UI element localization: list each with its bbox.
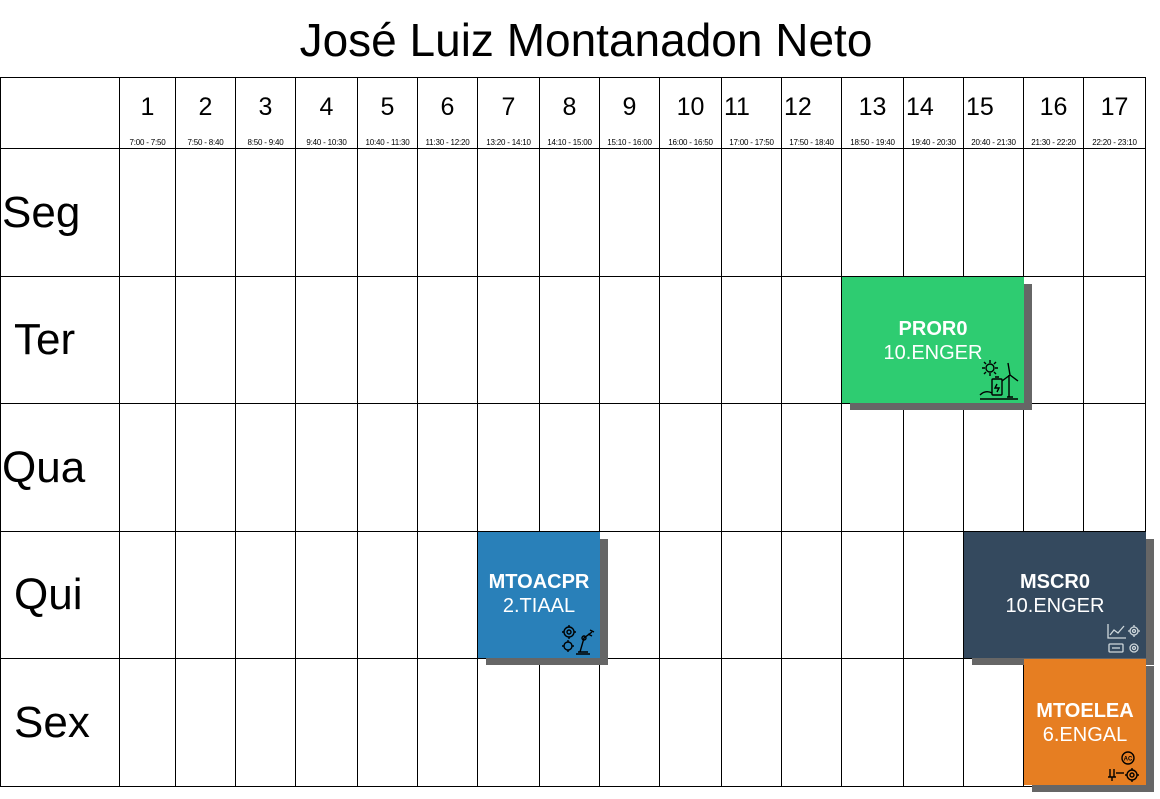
period-number: 9 — [622, 93, 637, 121]
grid-vertical-line — [781, 77, 782, 787]
period-header-12: 12 17:50 - 18:40 — [782, 78, 841, 148]
day-label-qua: Qua — [2, 443, 86, 492]
grid-vertical-line — [599, 77, 600, 787]
period-number: 6 — [440, 93, 455, 121]
renewable-energy-icon — [979, 360, 1019, 400]
period-header-9: 9 15:10 - 16:00 — [600, 78, 659, 148]
course-block-mscr0[interactable]: MSCR0 10.ENGER — [964, 532, 1146, 658]
day-label-seg: Seg — [2, 188, 81, 237]
period-time: 13:20 - 14:10 — [486, 138, 531, 147]
course-code: MSCR0 — [1019, 571, 1090, 593]
grid-vertical-line — [721, 77, 722, 787]
period-time: 15:10 - 16:00 — [607, 138, 652, 147]
period-time: 7:00 - 7:50 — [129, 138, 166, 147]
period-time: 7:50 - 8:40 — [187, 138, 224, 147]
grid-horizontal-line — [0, 148, 1146, 149]
grid-vertical-line — [539, 77, 540, 787]
period-number: 12 — [784, 93, 812, 121]
period-number: 16 — [1039, 93, 1068, 121]
grid-vertical-line — [295, 77, 296, 787]
period-header-17: 17 22:20 - 23:10 — [1084, 78, 1145, 148]
period-number: 14 — [906, 93, 934, 121]
course-group: 10.ENGER — [1005, 595, 1105, 617]
period-number: 2 — [198, 93, 213, 121]
period-time: 21:30 - 22:20 — [1031, 138, 1076, 147]
grid-vertical-line — [963, 77, 964, 787]
course-group: 10.ENGER — [883, 342, 983, 364]
period-number: 10 — [676, 93, 705, 121]
robotic-arm-gears-icon — [562, 625, 595, 655]
grid-horizontal-line — [0, 403, 1146, 404]
grid-vertical-line — [175, 77, 176, 787]
grid-vertical-line — [0, 77, 1, 787]
grid-horizontal-line — [0, 786, 1146, 787]
grid-vertical-line — [477, 77, 478, 787]
period-number: 4 — [319, 93, 334, 121]
grid-vertical-line — [357, 77, 358, 787]
period-number: 3 — [258, 93, 273, 121]
period-number: 1 — [140, 93, 155, 121]
period-header-1: 1 7:00 - 7:50 — [120, 78, 175, 148]
period-header-5: 5 10:40 - 11:30 — [358, 78, 417, 148]
period-time: 10:40 - 11:30 — [365, 138, 410, 147]
period-time: 14:10 - 15:00 — [547, 138, 592, 147]
period-time: 8:50 - 9:40 — [247, 138, 284, 147]
period-header-7: 7 13:20 - 14:10 — [478, 78, 539, 148]
day-label-sex: Sex — [14, 698, 90, 747]
period-time: 16:00 - 16:50 — [668, 138, 713, 147]
grid-vertical-line — [119, 77, 120, 787]
course-block-mtoelea[interactable]: MTOELEA 6.ENGAL AC — [1024, 659, 1146, 785]
grid-vertical-line — [1083, 77, 1084, 787]
course-code: MTOELEA — [1036, 700, 1134, 722]
grid-vertical-line — [417, 77, 418, 787]
day-label-qui: Qui — [14, 570, 83, 619]
day-label-ter: Ter — [14, 315, 76, 364]
grid-vertical-line — [1145, 77, 1146, 787]
grid-vertical-line — [235, 77, 236, 787]
grid-horizontal-line — [0, 276, 1146, 277]
course-group: 2.TIAAL — [502, 595, 576, 617]
period-header-2: 2 7:50 - 8:40 — [176, 78, 235, 148]
grid-vertical-line — [841, 77, 842, 787]
grid-vertical-line — [903, 77, 904, 787]
period-time: 19:40 - 20:30 — [911, 138, 956, 147]
period-header-14: 14 19:40 - 20:30 — [904, 78, 963, 148]
period-header-4: 4 9:40 - 10:30 — [296, 78, 357, 148]
svg-text:AC: AC — [1124, 757, 1133, 763]
period-number: 8 — [562, 93, 577, 121]
period-time: 17:50 - 18:40 — [789, 138, 834, 147]
period-number: 15 — [966, 93, 994, 121]
course-block-pror0[interactable]: PROR0 10.ENGER — [842, 277, 1024, 403]
grid-vertical-line — [659, 77, 660, 787]
course-block-mtoacpr[interactable]: MTOACPR 2.TIAAL — [478, 532, 600, 658]
period-header-11: 11 17:00 - 17:50 — [722, 78, 781, 148]
schedule-title: José Luiz Montanadon Neto — [299, 14, 873, 66]
period-number: 17 — [1100, 93, 1129, 121]
period-number: 7 — [501, 93, 516, 121]
period-header-6: 6 11:30 - 12:20 — [418, 78, 477, 148]
period-number: 5 — [380, 93, 395, 121]
period-time: 20:40 - 21:30 — [971, 138, 1016, 147]
course-code: PROR0 — [898, 318, 968, 340]
period-time: 11:30 - 12:20 — [425, 138, 470, 147]
period-header-13: 13 18:50 - 19:40 — [842, 78, 903, 148]
period-time: 9:40 - 10:30 — [306, 138, 347, 147]
period-header-15: 15 20:40 - 21:30 — [964, 78, 1023, 148]
period-time: 18:50 - 19:40 — [850, 138, 895, 147]
period-header-10: 10 16:00 - 16:50 — [660, 78, 721, 148]
period-time: 22:20 - 23:10 — [1092, 138, 1137, 147]
period-header-8: 8 14:10 - 15:00 — [540, 78, 599, 148]
electrical-ac-gear-icon: AC — [1108, 751, 1139, 782]
period-header-3: 3 8:50 - 9:40 — [236, 78, 295, 148]
course-code: MTOACPR — [488, 571, 590, 593]
monitoring-gears-icon — [1107, 624, 1140, 653]
period-header-16: 16 21:30 - 22:20 — [1024, 78, 1083, 148]
grid-vertical-line — [1023, 77, 1024, 787]
grid-horizontal-line — [0, 531, 1146, 532]
period-time: 17:00 - 17:50 — [729, 138, 774, 147]
period-number: 13 — [858, 93, 887, 121]
grid-horizontal-line — [0, 77, 1146, 78]
course-group: 6.ENGAL — [1042, 724, 1128, 746]
period-number: 11 — [724, 93, 750, 121]
